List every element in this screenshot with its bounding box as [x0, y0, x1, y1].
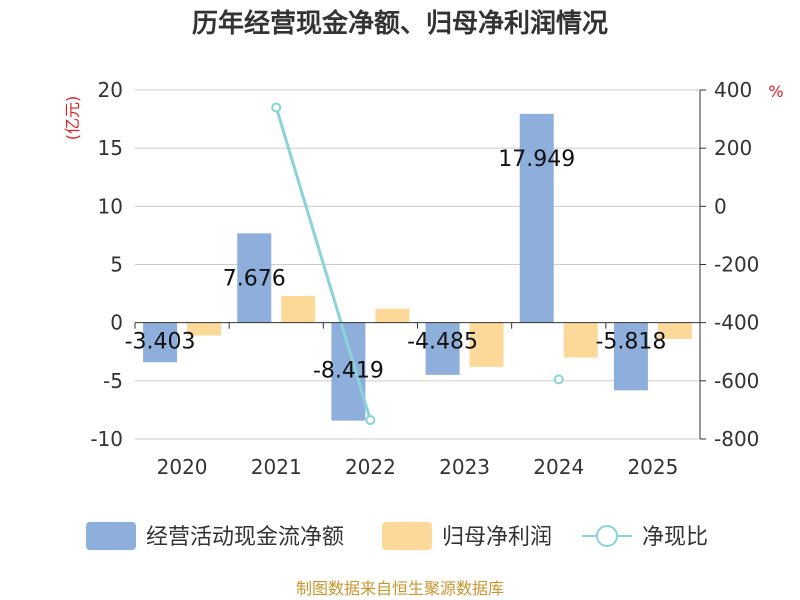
legend-label-netprofit[interactable]: 归母净利润	[442, 525, 552, 550]
right-tick-label: -200	[714, 253, 759, 277]
source-note: 制图数据来自恒生聚源数据库	[296, 579, 504, 598]
left-tick-label: 0	[110, 311, 123, 335]
left-tick-label: -10	[90, 427, 123, 451]
data-label-cashflow: -5.818	[595, 330, 666, 355]
bar-cashflow	[613, 322, 648, 391]
bar-netprofit	[187, 322, 222, 336]
bar-cashflow	[331, 322, 366, 421]
legend-label-cashflow[interactable]: 经营活动现金流净额	[146, 525, 344, 550]
x-tick-label: 2021	[251, 455, 302, 479]
data-label-cashflow: -8.419	[313, 359, 384, 384]
right-axis-unit: %	[768, 82, 783, 101]
x-axis: 2020 2021 2022 2023 2024 2025	[134, 322, 701, 479]
data-label-cashflow: 7.676	[223, 266, 286, 291]
legend-swatch-cashflow[interactable]	[86, 522, 136, 550]
bar-cashflow	[519, 113, 554, 323]
chart-title: 历年经营现金净额、归母净利润情况	[192, 8, 608, 39]
right-tick-label: -400	[714, 311, 759, 335]
bar-netprofit	[657, 322, 692, 339]
x-tick-label: 2024	[533, 455, 584, 479]
data-label-cashflow: 17.949	[498, 147, 575, 172]
data-label-cashflow: -4.485	[407, 330, 478, 355]
left-tick-label: 20	[98, 78, 123, 102]
x-tick-label: 2020	[157, 455, 208, 479]
x-tick-label: 2023	[439, 455, 490, 479]
left-tick-label: 10	[98, 194, 123, 218]
ratio-point	[553, 374, 564, 385]
ratio-point	[365, 415, 376, 426]
bar-netprofit	[469, 322, 504, 367]
left-axis-unit: (亿元)	[63, 96, 82, 141]
legend-label-ratio[interactable]: 净现比	[642, 525, 708, 550]
right-tick-label: 200	[714, 136, 752, 160]
legend-swatch-netprofit[interactable]	[382, 522, 432, 550]
left-tick-label: 5	[110, 253, 123, 277]
ratio-point	[271, 102, 282, 113]
data-labels: -3.403 7.676 -8.419 -4.485 17.949 -5.818	[125, 147, 667, 384]
bar-netprofit	[563, 322, 598, 358]
legend-swatch-ratio-marker[interactable]	[596, 525, 618, 547]
bar-cashflow	[237, 233, 272, 323]
ratio-line	[271, 102, 564, 426]
bar-netprofit	[375, 308, 410, 323]
x-tick-label: 2025	[627, 455, 678, 479]
right-tick-label: -600	[714, 369, 759, 393]
left-axis: 20 15 10 5 0 -5 -10	[90, 78, 123, 451]
bar-cashflow	[425, 322, 460, 375]
ratio-line-segment	[274, 107, 372, 421]
left-tick-label: 15	[98, 136, 123, 160]
bar-cashflow	[143, 322, 178, 363]
right-tick-label: -800	[714, 427, 759, 451]
legend: 经营活动现金流净额 归母净利润 净现比	[86, 522, 708, 550]
gridlines	[135, 89, 700, 440]
data-label-cashflow: -3.403	[125, 330, 196, 355]
right-tick-label: 400	[714, 78, 752, 102]
bars	[143, 113, 692, 421]
x-tick-label: 2022	[345, 455, 396, 479]
bar-netprofit	[281, 295, 316, 323]
right-axis: 400 200 0 -200 -400 -600 -800	[699, 78, 759, 451]
left-tick-label: -5	[103, 369, 123, 393]
right-tick-label: 0	[714, 194, 727, 218]
